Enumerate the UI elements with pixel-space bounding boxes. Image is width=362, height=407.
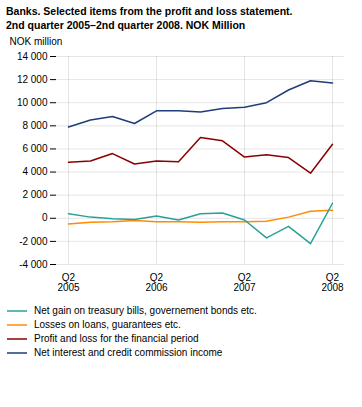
svg-text:Q22008: Q22008 xyxy=(321,272,344,293)
svg-text:12 000: 12 000 xyxy=(17,74,48,85)
html-text:Net interest and credit commis: Net interest and credit commission incom… xyxy=(34,347,223,358)
svg-text:-2 000: -2 000 xyxy=(19,236,48,247)
svg-text:6 000: 6 000 xyxy=(22,143,47,154)
svg-text:10 000: 10 000 xyxy=(17,97,48,108)
html-text:Banks. Selected items from the: Banks. Selected items from the profit an… xyxy=(6,5,293,17)
svg-text:4 000: 4 000 xyxy=(22,166,47,177)
svg-text:Q22005: Q22005 xyxy=(57,272,80,293)
svg-text:Q22007: Q22007 xyxy=(233,272,256,293)
html-text:Losses on loans, guarantees et: Losses on loans, guarantees etc. xyxy=(34,319,181,330)
svg-text:2 000: 2 000 xyxy=(22,189,47,200)
svg-text:Q22006: Q22006 xyxy=(145,272,168,293)
html-text:Profit and loss for the financ: Profit and loss for the financial period xyxy=(34,333,199,344)
svg-text:NOK million: NOK million xyxy=(10,36,63,47)
svg-text:8 000: 8 000 xyxy=(22,120,47,131)
svg-text:14 000: 14 000 xyxy=(17,51,48,62)
html-text:Net gain on treasury bills, go: Net gain on treasury bills, governement … xyxy=(34,305,257,316)
svg-text:-4 000: -4 000 xyxy=(19,259,48,270)
html-text:2nd quarter 2005–2nd quarter 2: 2nd quarter 2005–2nd quarter 2008. NOK M… xyxy=(6,19,246,31)
svg-text:0: 0 xyxy=(42,212,48,223)
